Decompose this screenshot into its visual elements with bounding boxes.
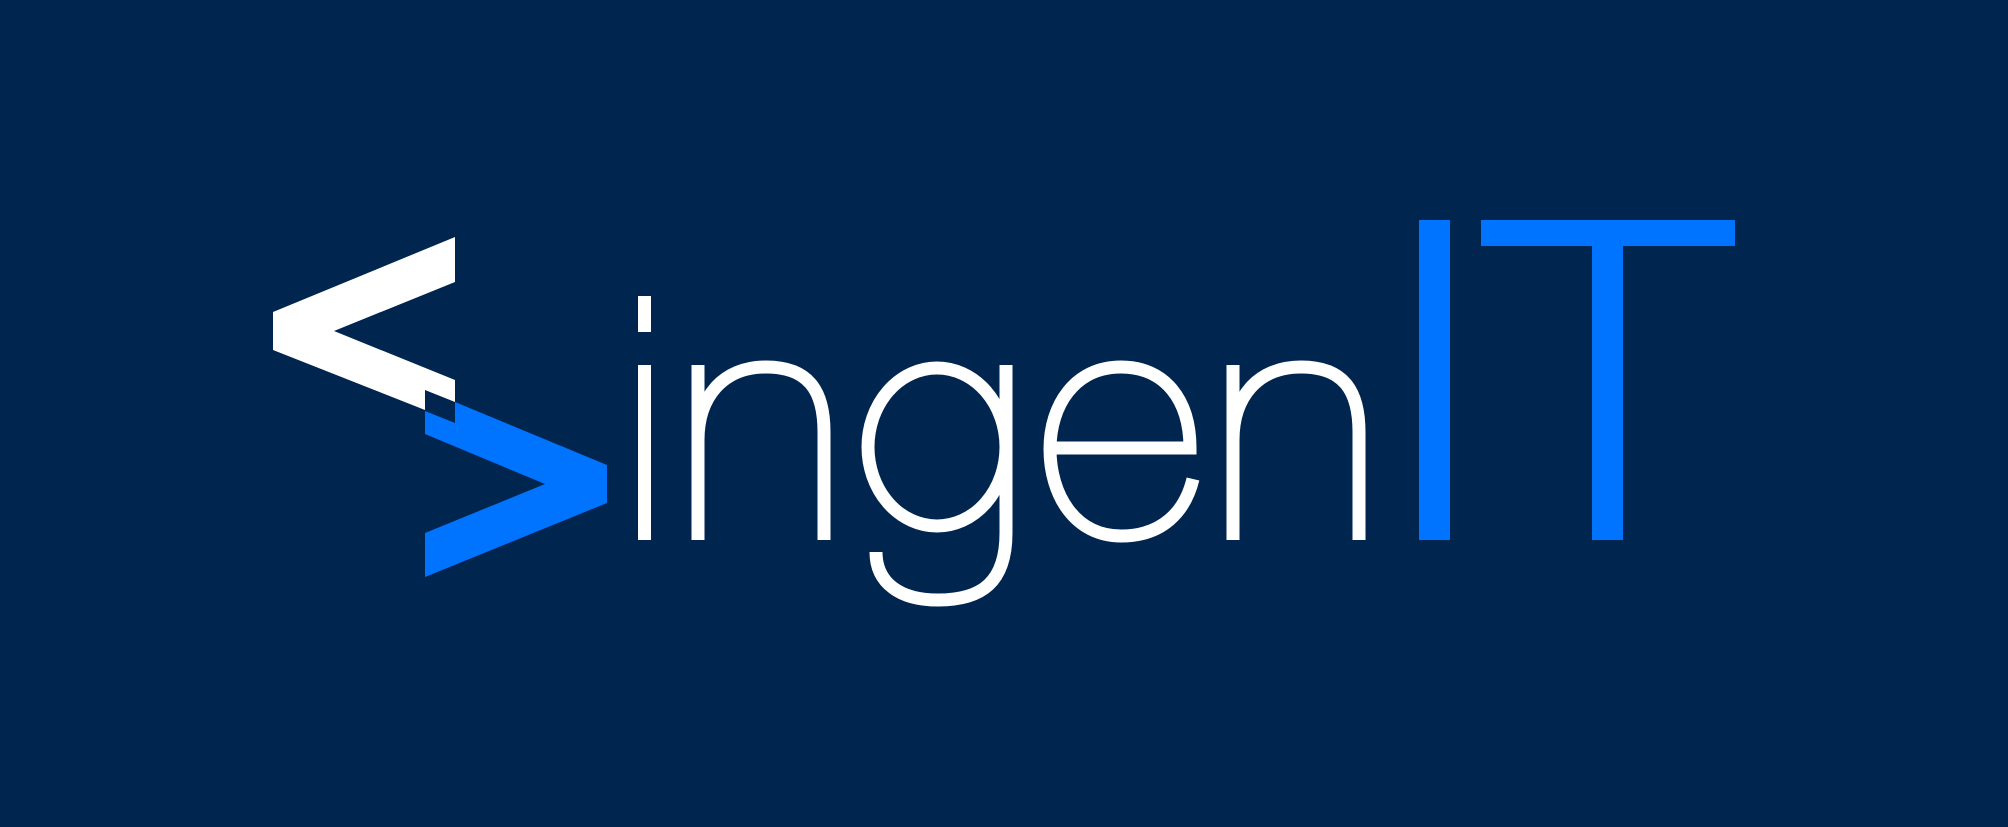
left-chevron-shape (273, 237, 455, 410)
code-brackets-icon (273, 237, 607, 577)
logo-wordmark (638, 220, 1735, 607)
right-chevron-shape (425, 402, 607, 577)
